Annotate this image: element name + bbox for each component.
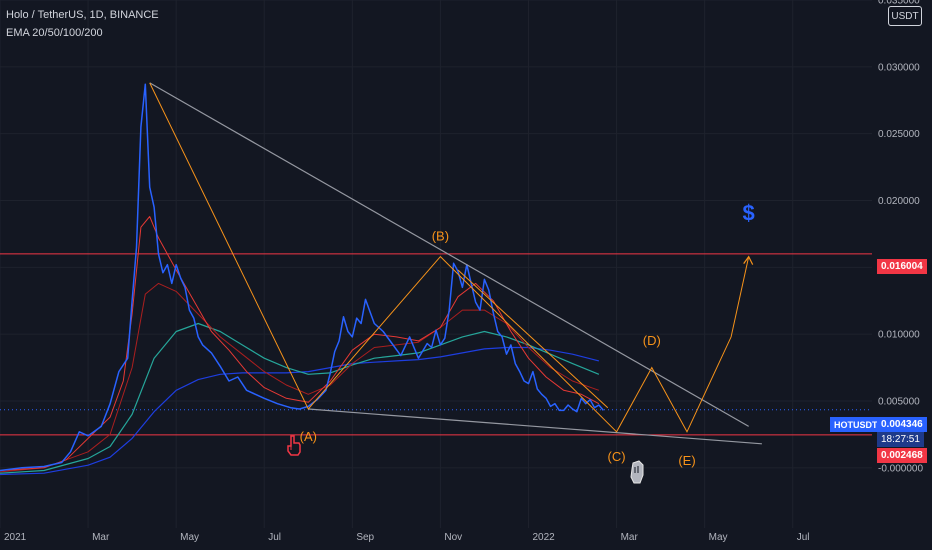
wave-label: (C): [608, 449, 626, 464]
x-tick-label: Sep: [356, 532, 374, 543]
x-tick-label: Mar: [621, 532, 639, 543]
ema50-line: [0, 282, 600, 473]
x-tick-label: Jul: [268, 532, 281, 543]
current-price-tag: 0.004346: [877, 417, 927, 432]
upper-trendline: [149, 82, 749, 427]
x-tick-label: Nov: [444, 532, 462, 543]
drawings: [149, 82, 762, 445]
hand-pointer-icon: [287, 435, 301, 456]
y-tick-label: 0.025000: [878, 129, 920, 140]
wave-label: (A): [300, 429, 317, 444]
horizontal-lines: [0, 253, 872, 436]
x-tick-label: May: [709, 532, 728, 543]
ema20-line: [0, 216, 600, 471]
indicator-legend: EMA 20/50/100/200: [6, 27, 103, 39]
y-tick-label: -0.000000: [878, 463, 923, 474]
y-tick-label: 0.020000: [878, 196, 920, 207]
grid: [0, 0, 872, 528]
wave-label: (E): [678, 453, 695, 468]
icons: [287, 435, 644, 484]
y-tick-label: 0.030000: [878, 62, 920, 73]
chart-title: Holo / TetherUS, 1D, BINANCE: [6, 9, 159, 21]
wave-path: [149, 82, 750, 433]
y-tick-label: 0.010000: [878, 330, 920, 341]
countdown-tag: 18:27:51: [877, 432, 924, 447]
x-tick-label: Jul: [797, 532, 810, 543]
wave-channel-line: [457, 269, 609, 409]
ema200-line: [0, 346, 600, 476]
x-tick-label: May: [180, 532, 199, 543]
x-axis: 2021 Mar May Jul Sep Nov 2022 Mar May Jul: [4, 532, 810, 543]
ema100-line: [0, 322, 600, 474]
currency-button[interactable]: USDT: [888, 6, 922, 26]
wave-label: (D): [643, 333, 661, 348]
wave-arrow-head: [743, 255, 754, 265]
x-tick-label: Mar: [92, 532, 110, 543]
support-price-tag: 0.002468: [877, 448, 927, 463]
annotations: (A) (B) (C) (D) (E) $: [300, 201, 755, 469]
resistance-price-tag: 0.016004: [877, 259, 927, 274]
x-tick-label: 2022: [532, 532, 555, 543]
y-tick-label: 0.035000: [878, 0, 920, 7]
series-lines: [0, 83, 604, 476]
hand-grab-icon: [630, 460, 644, 484]
y-tick-label: 0.005000: [878, 397, 920, 408]
dollar-annotation: $: [743, 201, 755, 226]
x-tick-label: 2021: [4, 532, 27, 543]
y-axis: 0.0350000.0300000.0250000.0200000.015000…: [878, 0, 923, 474]
symbol-tag: HOTUSDT: [830, 417, 882, 432]
lower-trendline: [308, 408, 762, 445]
wave-label: (B): [432, 229, 449, 244]
price-line: [0, 83, 604, 472]
